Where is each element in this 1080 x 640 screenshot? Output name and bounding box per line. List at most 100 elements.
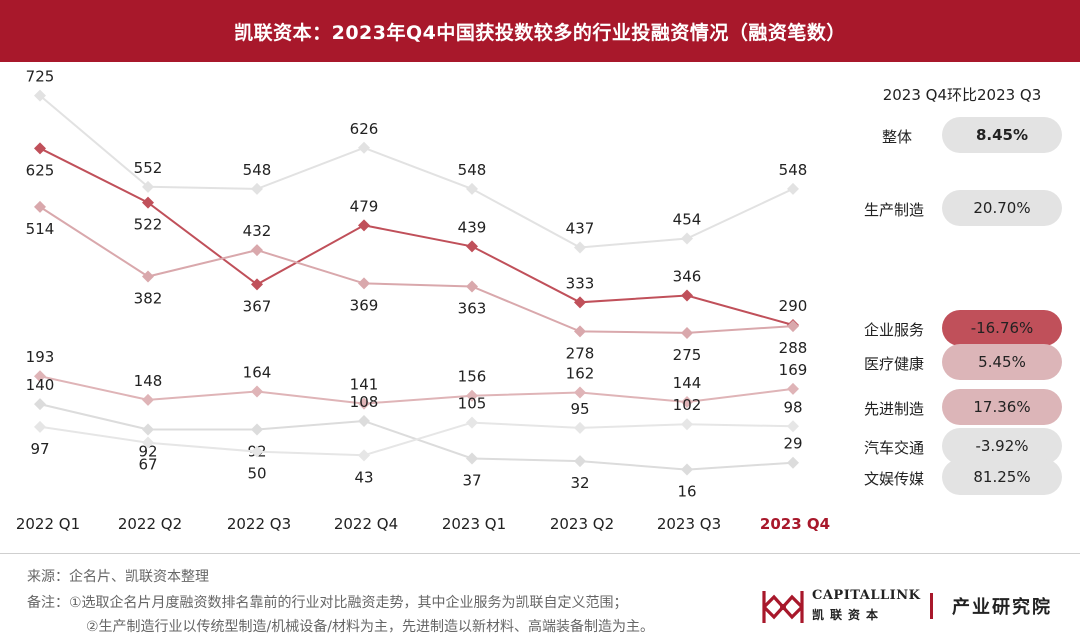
series-2-point-2 — [251, 244, 263, 257]
metric-pill-enterprise-services: -16.76% — [942, 310, 1062, 346]
side-panel-title: 2023 Q4环比2023 Q3 — [882, 86, 1042, 104]
series-0-point-4 — [466, 182, 478, 195]
series-5-data-label-4: 105 — [458, 395, 487, 413]
series-5-data-label-2: 50 — [247, 465, 266, 483]
metric-label-entertainment-media: 文娱传媒 — [864, 470, 925, 488]
series-5-point-6 — [681, 418, 693, 431]
x-tick-label-2: 2022 Q3 — [227, 515, 291, 533]
series-2-point-0 — [34, 200, 46, 213]
series-3-data-label-6: 144 — [673, 374, 702, 392]
series-3-line — [39, 375, 794, 405]
logo-english: CAPITALLINK — [812, 588, 921, 603]
series-3-data-label-4: 156 — [458, 368, 487, 386]
series-3-point-3 — [358, 397, 370, 410]
series-5-data-label-1: 67 — [138, 456, 157, 474]
series-1-point-6 — [681, 289, 693, 302]
metric-pill-healthcare: 5.45% — [942, 344, 1062, 380]
series-1-data-label-4: 439 — [458, 218, 487, 236]
remark-note-2: ②生产制造行业以传统型制造/机械设备/材料为主，先进制造以新材料、高端装备制造为… — [86, 619, 654, 635]
series-4-data-label-7: 29 — [783, 435, 802, 453]
series-5-point-2 — [251, 445, 263, 458]
series-3-point-7 — [787, 382, 799, 395]
metric-pill-advanced-manufacturing: 17.36% — [942, 389, 1062, 425]
metric-label-enterprise-services: 企业服务 — [864, 321, 925, 339]
series-3-point-6 — [681, 396, 693, 409]
metric-value-overall: 8.45% — [975, 126, 1029, 144]
metric-value-healthcare: 5.45% — [978, 353, 1026, 371]
metric-value-manufacturing: 20.70% — [973, 199, 1031, 217]
series-4-data-label-4: 37 — [462, 471, 481, 489]
series-4-point-1 — [142, 423, 154, 436]
series-1-data-label-0: 625 — [26, 161, 55, 179]
series-3-point-2 — [251, 385, 263, 398]
series-5-data-label-0: 97 — [30, 440, 49, 458]
series-2-point-7 — [787, 320, 799, 333]
series-5-data-label-6: 102 — [673, 396, 702, 414]
metric-pill-auto-transport: -3.92% — [942, 428, 1062, 464]
series-4-point-0 — [34, 398, 46, 411]
series-0-data-label-3: 626 — [350, 120, 379, 138]
series-1-point-2 — [251, 278, 263, 291]
metric-label-advanced-manufacturing: 先进制造 — [864, 400, 925, 418]
metric-label-overall: 整体 — [882, 128, 913, 146]
series-4-data-label-1: 92 — [138, 442, 157, 460]
series-2-data-label-4: 363 — [458, 300, 487, 318]
series-0-data-label-4: 548 — [458, 161, 487, 179]
metric-label-auto-transport: 汽车交通 — [864, 439, 925, 457]
series-2-data-label-1: 382 — [134, 289, 163, 307]
series-3-data-label-1: 148 — [134, 372, 163, 390]
series-0-data-label-2: 548 — [243, 161, 272, 179]
series-0-data-label-1: 552 — [134, 159, 163, 177]
metric-value-auto-transport: -3.92% — [975, 437, 1029, 455]
series-1-point-5 — [574, 296, 586, 309]
series-2-data-label-7: 288 — [779, 339, 808, 357]
series-4-data-label-0: 140 — [26, 376, 55, 394]
metric-label-healthcare: 医疗健康 — [864, 355, 925, 373]
series-2-data-label-0: 514 — [26, 220, 55, 238]
series-0-point-6 — [681, 232, 693, 245]
logo-separator — [930, 593, 933, 619]
series-1-data-label-5: 333 — [566, 274, 595, 292]
metric-value-entertainment-media: 81.25% — [973, 468, 1031, 486]
capitallink-emblem-icon — [762, 591, 804, 623]
metric-pill-entertainment-media: 81.25% — [942, 459, 1062, 495]
x-tick-label-4: 2023 Q1 — [442, 515, 506, 533]
series-2-point-1 — [142, 270, 154, 283]
series-5-point-0 — [34, 420, 46, 433]
series-0-point-5 — [574, 241, 586, 254]
series-4-point-7 — [787, 456, 799, 469]
series-5-point-1 — [142, 436, 154, 449]
line-chart: 725 552 548 626 548 437 454 548 625 522 367 479 439 3… — [16, 68, 830, 533]
series-5-data-label-7: 98 — [783, 398, 802, 416]
series-1-data-label-7: 290 — [779, 297, 808, 315]
series-2-data-label-6: 275 — [673, 346, 702, 364]
series-1-point-0 — [34, 142, 46, 155]
series-2-point-4 — [466, 280, 478, 293]
research-institute-label: 产业研究院 — [952, 597, 1052, 618]
series-3-data-label-5: 162 — [566, 365, 595, 383]
x-tick-label-0: 2022 Q1 — [16, 515, 80, 533]
series-0-data-label-0: 725 — [26, 68, 55, 86]
series-1-point-1 — [142, 196, 154, 209]
series-1-data-label-3: 479 — [350, 197, 379, 215]
series-3-point-0 — [34, 370, 46, 383]
series-0-point-0 — [34, 89, 46, 102]
series-3-point-4 — [466, 389, 478, 402]
footer-divider — [0, 553, 1080, 554]
series-0-point-3 — [358, 141, 370, 154]
series-4-point-3 — [358, 415, 370, 428]
series-0-data-label-7: 548 — [779, 161, 808, 179]
series-3-point-1 — [142, 393, 154, 406]
series-3-data-label-7: 169 — [779, 361, 808, 379]
series-2-point-5 — [574, 325, 586, 338]
series-1-data-label-6: 346 — [673, 267, 702, 285]
series-3-data-label-0: 193 — [26, 348, 55, 366]
x-tick-label-6: 2023 Q3 — [657, 515, 721, 533]
series-0-point-7 — [787, 182, 799, 195]
series-4-data-label-5: 32 — [570, 474, 589, 492]
series-3-point-5 — [574, 386, 586, 399]
series-2-line — [39, 206, 794, 334]
series-5-point-3 — [358, 449, 370, 462]
x-tick-label-3: 2022 Q4 — [334, 515, 398, 533]
series-0-data-label-6: 454 — [673, 211, 702, 229]
